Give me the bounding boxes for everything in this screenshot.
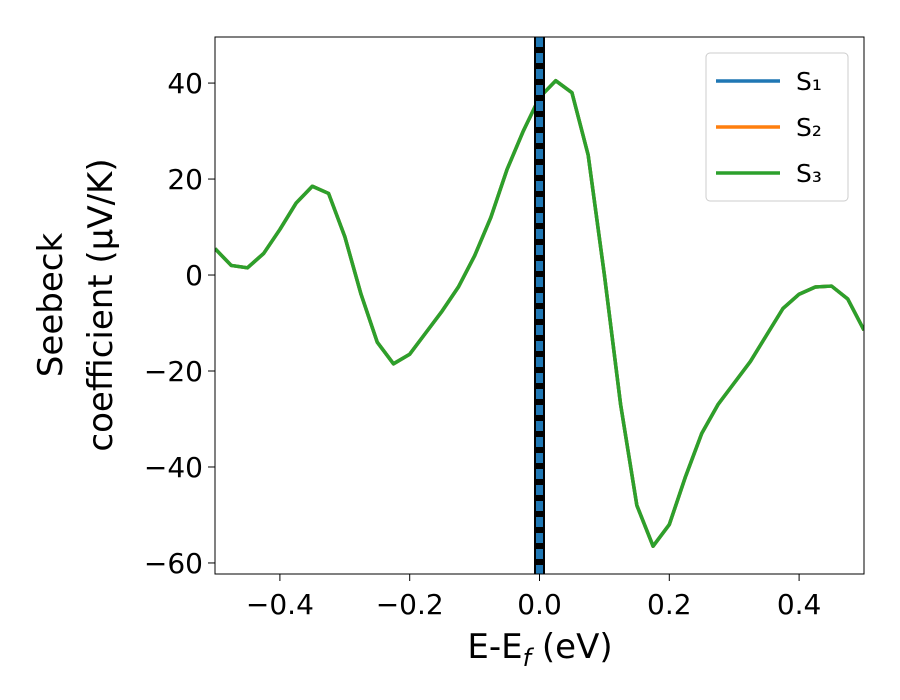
x-tick-label: 0.2: [647, 588, 692, 621]
y-tick-label: −40: [144, 451, 203, 484]
x-axis-label: E-Ef (eV): [467, 627, 612, 672]
y-tick-label: 20: [167, 163, 203, 196]
y-tick-label: 0: [185, 259, 203, 292]
x-tick-label: −0.2: [376, 588, 444, 621]
legend-label: S₁: [796, 67, 822, 96]
y-tick-label: −60: [144, 547, 203, 580]
y-tick-label: 40: [167, 67, 203, 100]
y-axis-label-line: Seebeck: [31, 233, 71, 378]
x-tick-label: 0.0: [517, 588, 562, 621]
x-tick-label: 0.4: [777, 588, 822, 621]
legend-label: S₃: [796, 159, 822, 188]
y-axis-label: Seebeck coefficient (μV/K): [31, 158, 121, 451]
y-tick-label: −20: [144, 355, 203, 388]
plot: [215, 37, 864, 574]
legend-label: S₂: [796, 113, 822, 142]
y-axis-label-line: coefficient (μV/K): [81, 158, 121, 451]
x-tick-label: −0.4: [246, 588, 314, 621]
plot-frame: [214, 36, 865, 575]
